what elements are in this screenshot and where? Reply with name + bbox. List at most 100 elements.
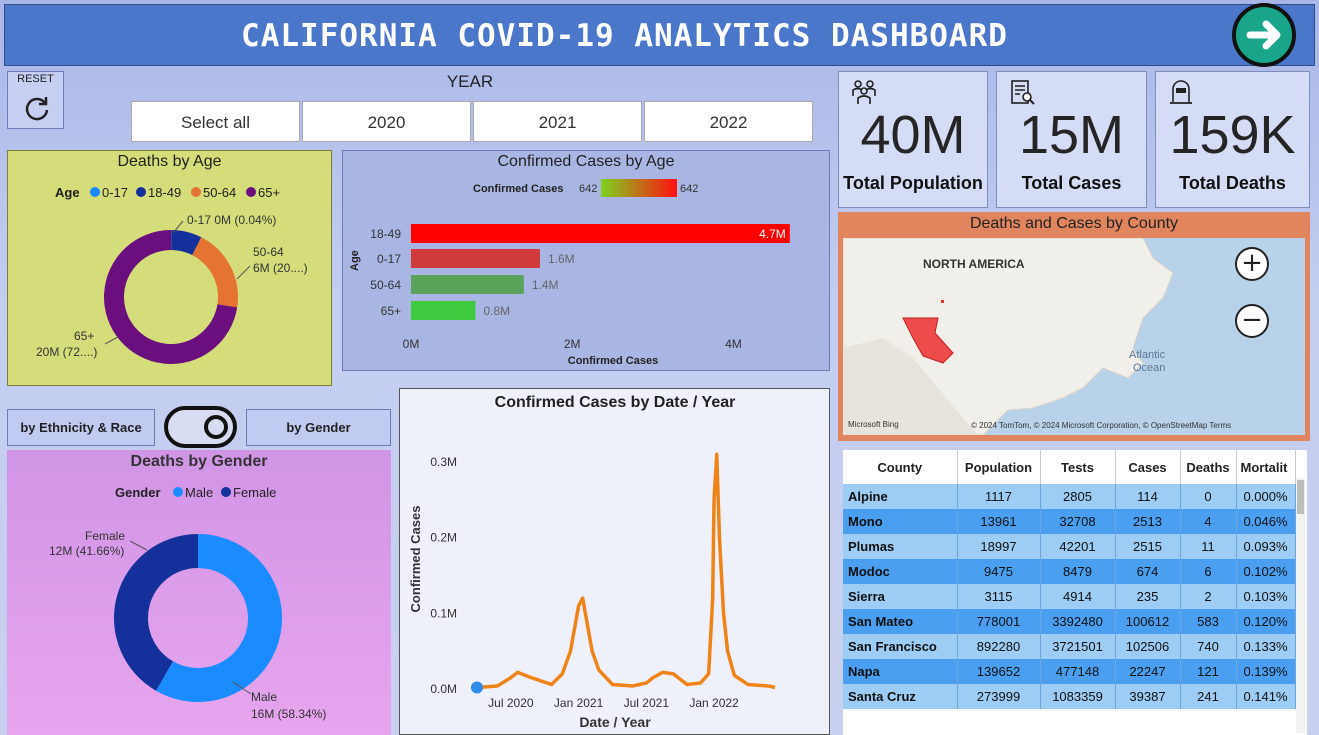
x-axis-label: Confirmed Cases: [568, 355, 658, 367]
legend-min: 642: [579, 183, 597, 195]
medical-report-icon: [1011, 80, 1035, 105]
kpi-label: Total Deaths: [1179, 173, 1286, 193]
table-cell: 11: [1180, 534, 1237, 559]
california-region[interactable]: [902, 317, 954, 364]
kpi-label: Total Population: [843, 173, 983, 193]
table-cell: 0.102%: [1236, 559, 1296, 584]
table-row[interactable]: San Mateo 778001 3392480 100612 583 0.120%: [843, 609, 1296, 634]
label-65plus-name: 65+: [74, 329, 94, 343]
deaths-by-gender-panel: Deaths by Gender Gender Male Female Fema…: [7, 450, 391, 735]
reset-button[interactable]: RESET: [7, 71, 64, 129]
legend-label-male: Male: [185, 485, 213, 500]
y-tick-label: 0.2M: [430, 531, 457, 545]
gender-slice-female: [114, 534, 198, 691]
bar-value-label: 1.4M: [532, 278, 559, 292]
table-row[interactable]: Mono 13961 32708 2513 4 0.046%: [843, 509, 1296, 534]
population-icon: [852, 80, 876, 104]
table-cell: 0.120%: [1236, 609, 1296, 634]
year-option-2020[interactable]: 2020: [302, 101, 471, 142]
year-filter-title: YEAR: [446, 72, 494, 91]
label-leader: [232, 681, 252, 695]
table-cell: 18997: [957, 534, 1041, 559]
table-cell: 0.133%: [1236, 634, 1296, 659]
table-cell: 0.141%: [1236, 684, 1296, 709]
selected-point: [471, 681, 483, 694]
table-cell: 13961: [957, 509, 1041, 534]
bar-category-label: 18-49: [370, 227, 401, 241]
year-option-select-all[interactable]: Select all: [131, 101, 300, 142]
bar-value-label: 1.6M: [548, 252, 575, 266]
year-option-2022[interactable]: 2022: [644, 101, 813, 142]
table-row[interactable]: Alpine 1117 2805 114 0 0.000%: [843, 484, 1296, 509]
column-header-deaths[interactable]: Deaths: [1180, 450, 1237, 484]
table-row[interactable]: Napa 139652 477148 22247 121 0.139%: [843, 659, 1296, 684]
table-cell: 121: [1180, 659, 1237, 684]
column-header-county[interactable]: County: [843, 450, 958, 484]
table-scrollbar[interactable]: [1296, 478, 1305, 733]
arrow-right-icon: [1246, 20, 1281, 50]
column-header-mortalit[interactable]: Mortalit: [1236, 450, 1296, 484]
label-male-name: Male: [251, 690, 277, 704]
table-cell: 477148: [1040, 659, 1116, 684]
table-row[interactable]: Plumas 18997 42201 2515 11 0.093%: [843, 534, 1296, 559]
table-cell: 22247: [1115, 659, 1181, 684]
bar-18-49: [411, 224, 790, 243]
y-axis-label: Confirmed Cases: [408, 506, 423, 613]
table-cell: 3115: [957, 584, 1041, 609]
table-cell: 3721501: [1040, 634, 1116, 659]
table-cell: 0.000%: [1236, 484, 1296, 509]
table-cell: Sierra: [843, 584, 958, 609]
table-row[interactable]: San Francisco 892280 3721501 102506 740 0.133…: [843, 634, 1296, 659]
label-65plus-value: 20M (72....): [36, 345, 97, 359]
x-tick-label: 0M: [403, 337, 420, 351]
table-cell: 892280: [957, 634, 1041, 659]
label-male-value: 16M (58.34%): [251, 707, 326, 721]
deaths-by-gender-chart: Gender Male Female Female 12M (41.66%) M…: [49, 485, 326, 721]
label-female-value: 12M (41.66%): [49, 544, 124, 558]
bar-65plus: [411, 301, 476, 320]
table-cell: 235: [1115, 584, 1181, 609]
table-row[interactable]: Sierra 3115 4914 235 2 0.103%: [843, 584, 1296, 609]
table-cell: Santa Cruz: [843, 684, 958, 709]
table-cell: 42201: [1040, 534, 1116, 559]
by-gender-button[interactable]: by Gender: [246, 409, 391, 446]
legend-swatch-female: [221, 487, 231, 497]
table-cell: 32708: [1040, 509, 1116, 534]
bar-50-64: [411, 275, 524, 294]
dashboard-header: CALIFORNIA COVID-19 ANALYTICS DASHBOARD: [4, 4, 1315, 66]
age-slice-18-49: [171, 230, 202, 256]
map-label-ocean-1: Atlantic: [1129, 349, 1166, 361]
table-row[interactable]: Modoc 9475 8479 674 6 0.102%: [843, 559, 1296, 584]
legend-title: Confirmed Cases: [473, 183, 563, 195]
table-cell: 0: [1180, 484, 1237, 509]
table-cell: 241: [1180, 684, 1237, 709]
refresh-icon: [25, 97, 49, 121]
table-cell: 2: [1180, 584, 1237, 609]
table-cell: 9475: [957, 559, 1041, 584]
table-cell: 2515: [1115, 534, 1181, 559]
next-page-button[interactable]: [1232, 3, 1296, 67]
by-ethnicity-race-button[interactable]: by Ethnicity & Race: [7, 409, 155, 446]
legend-max: 642: [680, 183, 698, 195]
zoom-in-button[interactable]: +: [1235, 247, 1269, 281]
deaths-by-age-chart: Age 0-17 18-49 50-64 65+ 0-17 0M (0.04%)…: [36, 185, 308, 364]
zoom-out-button[interactable]: −: [1235, 304, 1269, 338]
table-cell: 8479: [1040, 559, 1116, 584]
county-map[interactable]: NORTH AMERICA Atlantic Ocean Microsoft B…: [843, 238, 1305, 435]
column-header-cases[interactable]: Cases: [1115, 450, 1181, 484]
map-brand: Microsoft Bing: [848, 420, 899, 429]
label-50-64-name: 50-64: [253, 245, 284, 259]
scrollbar-thumb[interactable]: [1297, 480, 1304, 514]
table-cell: 139652: [957, 659, 1041, 684]
column-header-population[interactable]: Population: [957, 450, 1041, 484]
column-header-tests[interactable]: Tests: [1040, 450, 1116, 484]
timeline-title: Confirmed Cases by Date / Year: [495, 394, 736, 411]
table-cell: 114: [1115, 484, 1181, 509]
table-row[interactable]: Santa Cruz 273999 1083359 39387 241 0.141%: [843, 684, 1296, 709]
table-cell: 778001: [957, 609, 1041, 634]
y-axis-label: Age: [349, 250, 361, 271]
chart-toggle-switch[interactable]: [164, 406, 237, 448]
legend-swatch-0-17: [90, 187, 100, 197]
year-option-2021[interactable]: 2021: [473, 101, 642, 142]
page-title: CALIFORNIA COVID-19 ANALYTICS DASHBOARD: [241, 18, 1008, 54]
